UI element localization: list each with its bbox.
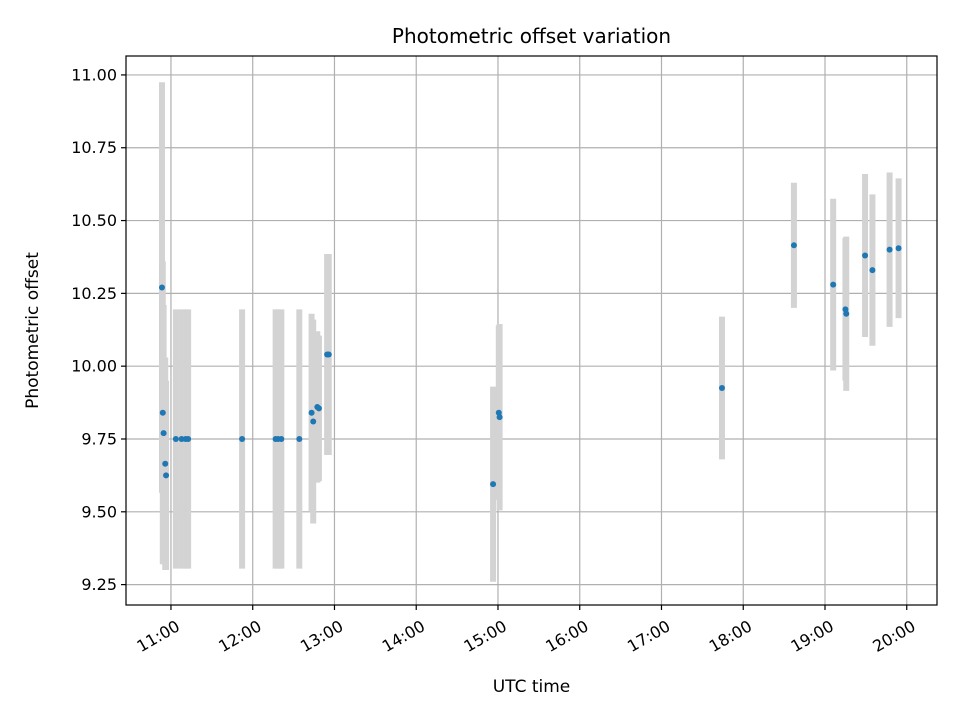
data-point-4 xyxy=(163,472,170,479)
data-point-17 xyxy=(315,405,322,412)
data-point-12 xyxy=(278,435,285,442)
y-tick-label-6: 10.75 xyxy=(71,138,117,157)
data-point-28 xyxy=(862,252,869,259)
data-point-19 xyxy=(325,351,332,358)
data-point-30 xyxy=(886,246,893,253)
data-point-14 xyxy=(308,409,315,416)
chart-title: Photometric offset variation xyxy=(392,24,671,48)
data-point-1 xyxy=(159,409,166,416)
data-point-23 xyxy=(718,385,725,392)
y-tick-label-4: 10.25 xyxy=(71,284,117,303)
data-point-31 xyxy=(895,245,902,252)
data-point-0 xyxy=(158,284,165,291)
data-point-9 xyxy=(239,435,246,442)
data-point-20 xyxy=(490,481,497,488)
y-tick-label-5: 10.50 xyxy=(71,211,117,230)
data-point-27 xyxy=(843,310,850,317)
grid-lines xyxy=(126,56,937,605)
data-point-22 xyxy=(496,414,503,421)
data-point-25 xyxy=(830,281,837,288)
y-tick-label-2: 9.75 xyxy=(81,429,117,448)
y-tick-label-0: 9.25 xyxy=(81,575,117,594)
data-points xyxy=(158,242,902,488)
y-tick-label-7: 11.00 xyxy=(71,65,117,84)
data-point-3 xyxy=(162,460,169,467)
data-point-8 xyxy=(185,435,192,442)
data-point-15 xyxy=(310,418,317,425)
y-tick-label-3: 10.00 xyxy=(71,357,117,376)
data-point-5 xyxy=(172,435,179,442)
y-axis-ticks: 9.25 9.50 9.75 10.00 10.25 10.50 10.75 11.00 xyxy=(71,65,126,594)
data-point-13 xyxy=(296,435,303,442)
y-axis-label: Photometric offset xyxy=(23,252,43,409)
data-point-2 xyxy=(160,430,167,437)
y-tick-label-1: 9.50 xyxy=(81,502,117,521)
data-point-24 xyxy=(790,242,797,249)
plot-frame xyxy=(125,55,938,606)
data-point-29 xyxy=(869,267,876,274)
x-axis-label: UTC time xyxy=(493,677,571,697)
